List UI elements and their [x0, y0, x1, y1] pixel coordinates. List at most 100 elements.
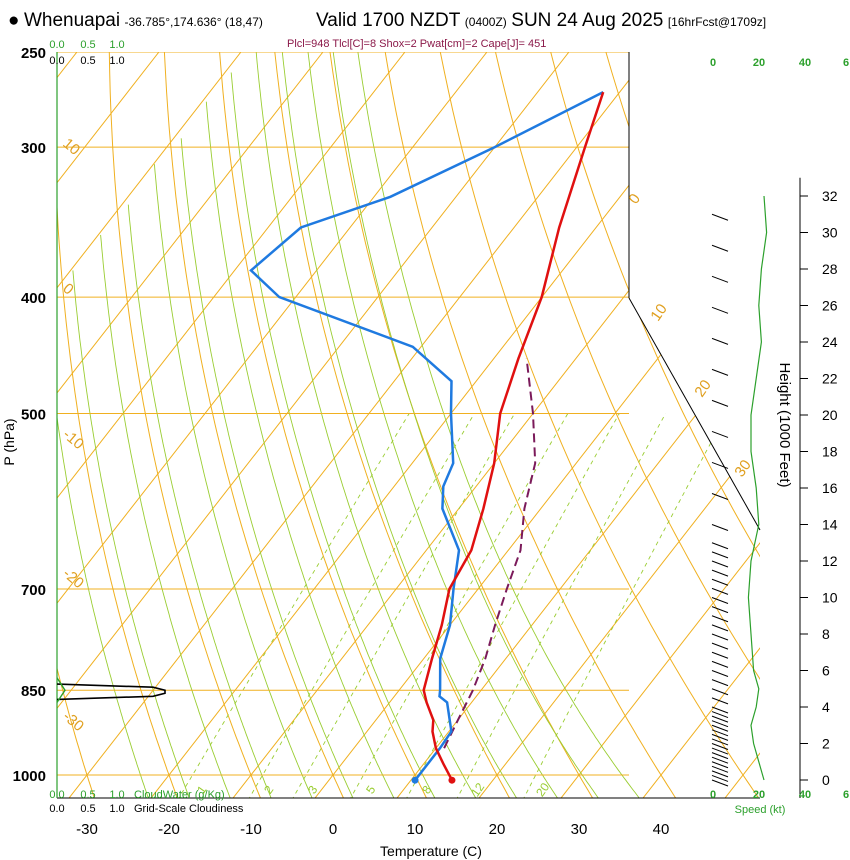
x-tick-label: -30 — [76, 821, 98, 838]
isotherm-line — [394, 52, 760, 798]
wind-barb — [711, 606, 729, 614]
moist-adiabat — [357, 52, 642, 798]
cloudwater-scale-top: 0.0 — [49, 39, 64, 51]
wind-barb — [711, 430, 729, 438]
dry-adiabat — [163, 52, 346, 798]
wind-scale-top: 40 — [799, 57, 811, 69]
moist-adiabat — [281, 52, 519, 798]
height-tick-label: 2 — [822, 736, 830, 752]
height-tick-label: 14 — [822, 517, 838, 533]
wind-scale-bottom: 20 — [753, 789, 765, 801]
isotherm-line — [57, 52, 488, 798]
sounding-parameters: Plcl=948 Tlcl[C]=8 Shox=2 Pwat[cm]=2 Cap… — [287, 38, 547, 50]
dry-adiabat — [219, 52, 429, 798]
height-tick-label: 8 — [822, 626, 830, 642]
wind-barb — [711, 493, 729, 500]
x-axis-label: Temperature (C) — [380, 843, 482, 859]
height-tick-label: 12 — [822, 553, 838, 569]
wind-barb — [711, 752, 729, 760]
mixing-ratio-line — [291, 413, 515, 798]
mixing-ratio-line — [247, 413, 475, 798]
wind-barb — [711, 461, 729, 469]
x-tick-label: 30 — [571, 821, 588, 838]
moist-adiabat — [307, 52, 560, 798]
station-name: Whenuapai — [23, 10, 121, 31]
wind-scale-top: 20 — [753, 57, 765, 69]
cloudiness-label: Grid-Scale Cloudiness — [134, 803, 244, 815]
cloudiness-scale-bottom: 1.0 — [109, 803, 124, 815]
wind-barb — [711, 761, 729, 769]
wind-barb — [711, 697, 729, 705]
cloudwater-scale-top: 1.0 — [109, 39, 124, 51]
wind-scale-bottom: 6 — [843, 789, 849, 801]
mixing-ratio-label: 5 — [363, 783, 378, 797]
isotherm-line — [57, 52, 242, 798]
dry-adiabat — [57, 52, 96, 798]
dewpoint-curve — [249, 90, 604, 781]
wind-barb — [711, 679, 729, 687]
x-tick-label: -10 — [240, 821, 262, 838]
speed-label: Speed (kt) — [735, 804, 786, 816]
cloudwater-scale-top: 0.5 — [80, 39, 95, 51]
pressure-tick-label: 700 — [21, 582, 46, 599]
wind-barb — [711, 651, 729, 659]
frame-diagonal — [628, 297, 761, 531]
cloudiness-scale-bottom: 0.5 — [80, 803, 95, 815]
wind-barb — [711, 743, 729, 750]
wind-barb — [711, 642, 729, 650]
y-axis-label: P (hPa) — [1, 418, 17, 465]
wind-barb — [711, 368, 729, 376]
height-tick-label: 28 — [822, 261, 838, 277]
moist-adiabat — [332, 52, 601, 798]
dry-adiabat-label: 20 — [691, 377, 714, 400]
dry-adiabat — [108, 52, 262, 798]
height-tick-label: 30 — [822, 225, 838, 241]
isotherm-line — [230, 52, 760, 798]
x-tick-label: -20 — [158, 821, 180, 838]
date-label: SUN 24 Aug 2025 — [511, 10, 664, 31]
cloudiness-profile — [56, 683, 166, 701]
header: ● Whenuapai -36.785°,174.636° (18,47) — [8, 10, 263, 32]
wind-barb — [711, 569, 729, 577]
dry-adiabat-label: 10 — [647, 301, 670, 324]
wind-barb — [711, 747, 729, 755]
mixing-ratio-line — [455, 413, 666, 798]
wind-scale-bottom: 40 — [799, 789, 811, 801]
pressure-tick-label: 1000 — [13, 768, 46, 785]
temperature-curve — [422, 91, 605, 781]
wind-barb — [711, 597, 729, 604]
wind-barb — [711, 720, 729, 728]
x-tick-label: 40 — [653, 821, 670, 838]
isotherm-line — [558, 52, 760, 798]
surface-dewpoint-dot — [411, 776, 419, 784]
wind-barb — [711, 306, 729, 314]
wind-scale-top: 0 — [710, 57, 716, 69]
pressure-tick-label: 850 — [21, 683, 46, 700]
wind-barb — [711, 738, 729, 746]
height-tick-label: 10 — [822, 590, 838, 606]
dry-adiabat-label: -10 — [59, 426, 87, 453]
valid-label: Valid 1700 NZDT — [316, 10, 461, 31]
wind-barb — [711, 729, 729, 737]
wind-barb — [711, 765, 729, 773]
station-bullet: ● — [8, 10, 20, 31]
mixing-ratio-label: 20 — [533, 780, 552, 799]
dry-adiabat — [274, 52, 512, 798]
height-tick-label: 4 — [822, 699, 830, 715]
isotherm-line — [476, 52, 760, 798]
cloudwater-scale-bottom: 0.5 — [80, 789, 95, 801]
height-tick-label: 24 — [822, 334, 838, 350]
cloudiness-scale-top: 1.0 — [109, 55, 124, 67]
surface-temperature-dot — [448, 776, 456, 784]
dry-adiabat — [495, 52, 760, 798]
dry-adiabat — [384, 52, 678, 798]
isotherm-line — [57, 52, 324, 798]
pressure-tick-label: 400 — [21, 290, 46, 307]
dry-adiabat-label: -20 — [59, 565, 87, 592]
cloudiness-scale-bottom: 0.0 — [49, 803, 64, 815]
wind-barb — [711, 399, 729, 407]
wind-scale-top: 6 — [843, 57, 849, 69]
pressure-tick-label: 500 — [21, 407, 46, 424]
x-tick-label: 0 — [329, 821, 337, 838]
moist-adiabat — [72, 270, 191, 798]
